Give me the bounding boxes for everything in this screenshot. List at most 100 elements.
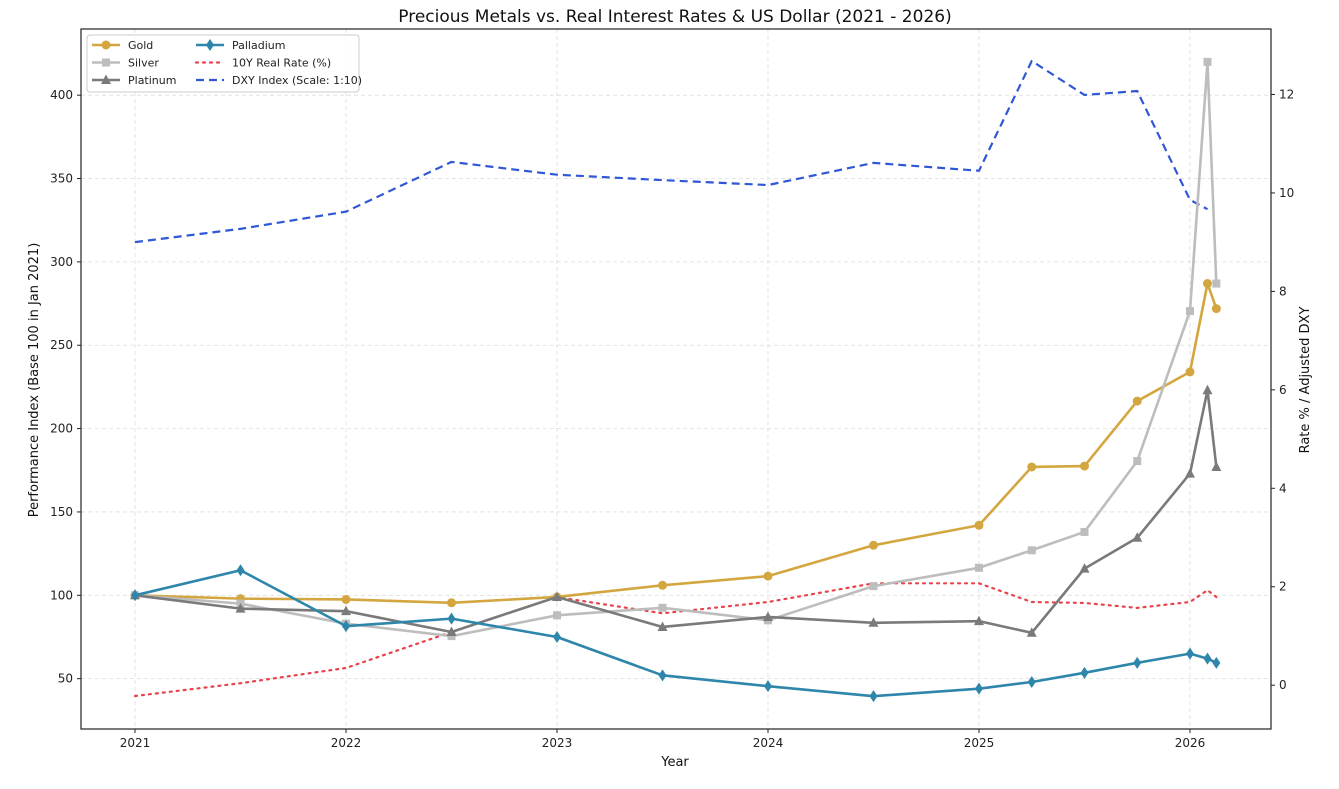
legend-label-platinum: Platinum	[128, 74, 176, 87]
x-axis: 2021 2022 2023 2024 2025 2026	[120, 729, 1206, 750]
legend-item-dxy-index-scale-1-10: DXY Index (Scale: 1:10)	[196, 74, 362, 87]
data-point-gold	[1027, 462, 1037, 472]
y-tick-label: 350	[50, 172, 73, 186]
legend-label-gold: Gold	[128, 39, 153, 52]
x-tick-label: 2021	[120, 736, 151, 750]
legend-marker-gold	[101, 40, 111, 50]
legend-item-silver: Silver	[92, 57, 159, 70]
legend-box	[86, 34, 360, 93]
data-point-platinum	[868, 617, 879, 627]
x-tick-label: 2025	[964, 736, 995, 750]
data-point-platinum	[1184, 468, 1195, 478]
y-tick-label: 250	[50, 338, 73, 352]
data-point-palladium	[1212, 656, 1221, 669]
data-point-gold	[447, 598, 457, 608]
data-point-silver	[869, 582, 878, 591]
data-point-platinum	[235, 603, 246, 613]
data-point-platinum	[341, 605, 352, 616]
legend-label-silver: Silver	[128, 57, 159, 70]
data-point-gold	[868, 540, 878, 550]
y-right-tick-label: 2	[1279, 580, 1287, 594]
data-point-platinum	[973, 615, 984, 626]
x-tick-label: 2022	[331, 736, 362, 750]
legend-marker-palladium	[206, 39, 214, 51]
data-point-silver	[553, 611, 561, 620]
data-point-silver	[1185, 307, 1194, 316]
data-point-silver	[1133, 457, 1142, 466]
series-platinum	[130, 384, 1222, 637]
data-point-palladium	[342, 620, 351, 633]
data-point-gold	[1185, 367, 1195, 377]
data-point-silver	[974, 563, 983, 572]
y-tick-label: 50	[58, 672, 73, 686]
data-point-gold	[1132, 396, 1142, 406]
y-right-tick-label: 10	[1279, 186, 1294, 200]
y-right-tick-label: 4	[1279, 481, 1287, 495]
y-axis-left: 50 100 150 200 250 300 350 400	[50, 88, 81, 686]
data-point-palladium	[236, 564, 245, 577]
legend-label-10y-real-rate: 10Y Real Rate (%)	[232, 57, 331, 70]
data-point-silver	[1027, 546, 1036, 555]
chart-title: Precious Metals vs. Real Interest Rates …	[398, 7, 951, 27]
x-tick-label: 2023	[542, 736, 573, 750]
data-point-palladium	[763, 680, 772, 693]
data-point-palladium	[869, 690, 878, 703]
data-point-silver	[658, 603, 667, 612]
data-point-palladium	[1080, 666, 1089, 679]
data-point-platinum	[1202, 384, 1213, 395]
data-point-palladium	[1203, 652, 1212, 665]
data-point-gold	[1211, 304, 1221, 314]
data-point-platinum	[1211, 461, 1222, 471]
y-right-tick-label: 6	[1279, 383, 1287, 397]
data-point-platinum	[552, 591, 562, 601]
data-point-gold	[341, 594, 351, 604]
data-point-gold	[1079, 461, 1089, 471]
data-point-palladium	[658, 669, 667, 682]
x-tick-label: 2024	[753, 736, 784, 750]
data-point-palladium	[1133, 656, 1142, 669]
data-point-platinum	[1079, 563, 1090, 573]
data-point-palladium	[1185, 647, 1194, 660]
data-point-platinum	[1026, 627, 1037, 637]
plot-frame	[80, 28, 1272, 730]
series-palladium	[131, 564, 1221, 703]
y-axis-right: 0 2 4 6 8 10 12	[1271, 87, 1294, 692]
y-axis-label-left: Performance Index (Base 100 in Jan 2021)	[27, 243, 42, 518]
data-point-gold	[1202, 279, 1212, 289]
data-point-platinum	[1132, 532, 1143, 542]
y-tick-label: 300	[50, 255, 73, 269]
legend-item-platinum: Platinum	[92, 74, 176, 87]
legend-item-gold: Gold	[92, 39, 153, 52]
data-point-silver	[1212, 279, 1221, 288]
data-point-gold	[974, 520, 984, 530]
data-point-platinum	[762, 611, 773, 621]
data-point-palladium	[131, 589, 140, 602]
data-point-platinum	[657, 621, 668, 631]
legend-marker-silver	[102, 58, 110, 67]
data-point-palladium	[447, 612, 456, 625]
legend-label-dxy-index-scale-1-10: DXY Index (Scale: 1:10)	[232, 74, 362, 87]
y-tick-label: 100	[50, 588, 73, 602]
x-tick-label: 2026	[1175, 736, 1206, 750]
data-point-gold	[657, 580, 667, 590]
data-point-palladium	[974, 682, 983, 695]
data-point-palladium	[553, 630, 561, 643]
data-point-silver	[1203, 57, 1212, 66]
data-point-silver	[447, 632, 456, 641]
x-axis-label: Year	[660, 755, 689, 770]
legend: Gold Silver Platinum Palladium 10Y Real Rate…	[86, 34, 362, 93]
legend-marker-platinum	[101, 74, 111, 84]
data-point-gold	[763, 571, 773, 581]
legend-label-palladium: Palladium	[232, 39, 285, 52]
y-tick-label: 400	[50, 88, 73, 102]
y-right-tick-label: 0	[1279, 678, 1287, 692]
data-point-platinum	[446, 626, 457, 636]
y-axis-label-right: Rate % / Adjusted DXY	[1298, 307, 1313, 454]
y-tick-label: 200	[50, 422, 73, 436]
series-layer	[130, 57, 1222, 703]
y-right-tick-label: 12	[1279, 87, 1294, 101]
y-right-tick-label: 8	[1279, 284, 1287, 298]
data-point-silver	[1080, 527, 1089, 536]
